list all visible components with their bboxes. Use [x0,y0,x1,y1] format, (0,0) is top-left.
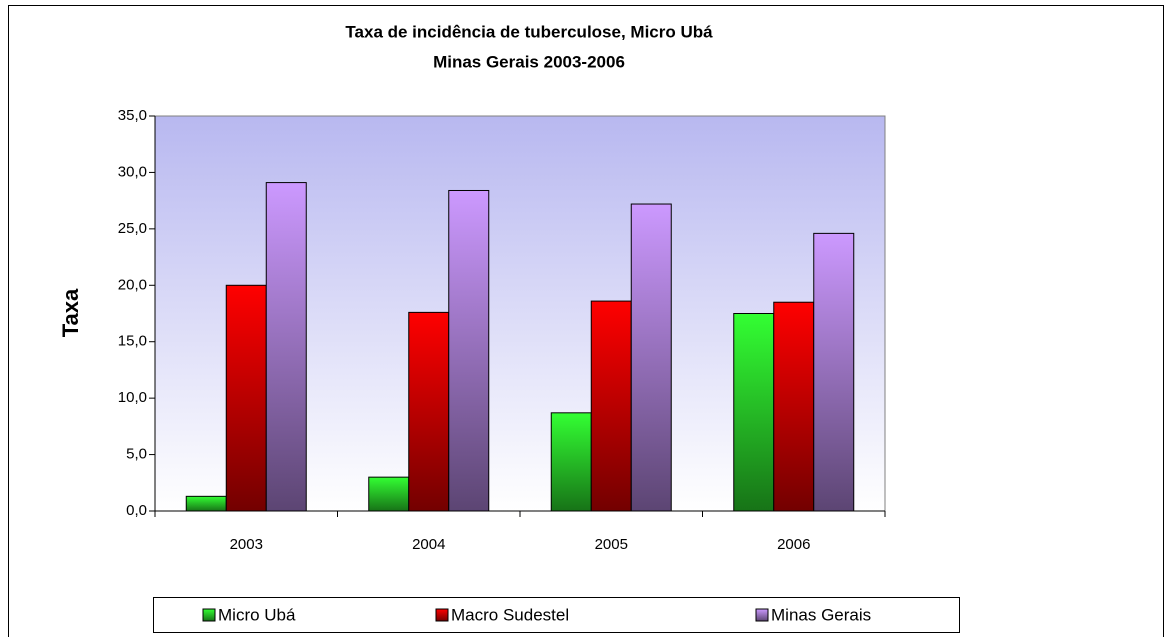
legend-label: Micro Ubá [218,605,296,624]
bar [448,189,490,512]
chart-subtitle: Minas Gerais 2003-2006 [433,52,625,71]
bar [265,182,307,512]
bar [733,313,775,512]
bar [550,412,592,512]
y-tick-label: 35,0 [118,107,147,124]
y-tick-label: 25,0 [118,220,147,237]
bar [630,203,672,512]
bar [813,232,855,512]
x-tick-label: 2006 [777,536,810,553]
y-tick-label: 15,0 [118,333,147,350]
chart-title: Taxa de incidência de tuberculose, Micro… [345,22,713,41]
bar [773,301,815,512]
legend-swatch [202,608,216,622]
legend-label: Macro Sudestel [451,605,569,624]
x-tick-label: 2005 [595,536,628,553]
bar [225,284,267,512]
bar [408,311,450,512]
y-tick-label: 5,0 [126,446,147,463]
y-tick-label: 20,0 [118,276,147,293]
legend-swatch [435,608,449,622]
x-tick-label: 2003 [230,536,263,553]
bar [185,495,227,512]
bar [368,476,410,512]
y-tick-label: 0,0 [126,502,147,519]
y-tick-label: 10,0 [118,389,147,406]
x-tick-label: 2004 [412,536,445,553]
y-tick-label: 30,0 [118,163,147,180]
bar [590,300,632,512]
legend-box [153,597,960,633]
legend-swatch [755,608,769,622]
y-axis-label: Taxa [58,288,83,337]
legend-label: Minas Gerais [771,605,871,624]
